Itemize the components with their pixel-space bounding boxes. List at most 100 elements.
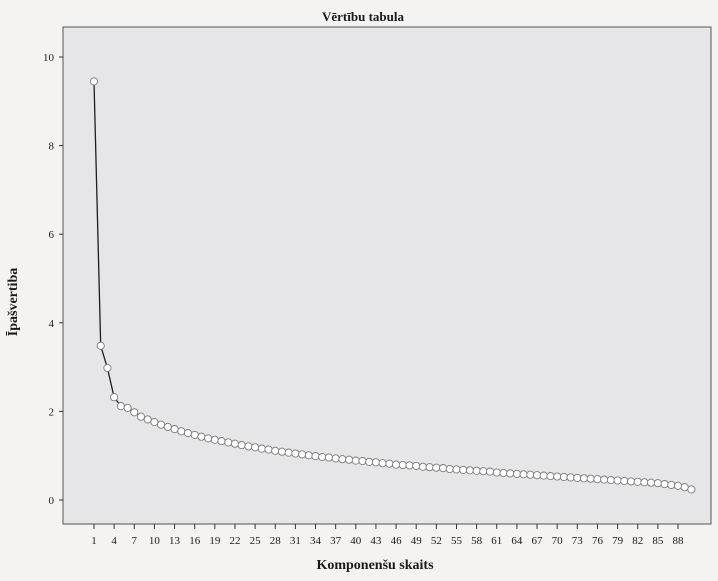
x-tick-label: 31 xyxy=(290,535,301,547)
data-point xyxy=(559,472,568,482)
x-tick-label: 82 xyxy=(632,535,643,547)
x-tick-label: 79 xyxy=(612,535,624,547)
x-tick-label: 40 xyxy=(350,535,362,547)
x-axis-label: Komponenšu skaits xyxy=(316,558,434,573)
y-axis-label: Īpašvertiba xyxy=(5,268,21,336)
x-tick-label: 25 xyxy=(250,535,262,547)
data-point xyxy=(586,474,595,483)
data-point xyxy=(338,455,347,464)
x-tick-label: 58 xyxy=(471,535,483,547)
data-point xyxy=(506,469,515,478)
x-tick-label: 43 xyxy=(370,535,382,547)
data-point xyxy=(546,472,555,481)
data-point xyxy=(371,458,380,467)
data-point xyxy=(687,485,696,494)
y-axis: 0 2 4 6 8 10 xyxy=(43,52,63,507)
data-point xyxy=(116,402,125,411)
data-point xyxy=(365,457,374,466)
data-point xyxy=(230,439,240,448)
x-tick-label: 88 xyxy=(673,535,685,547)
data-point xyxy=(660,480,669,489)
data-point xyxy=(277,447,287,456)
data-point xyxy=(143,415,152,424)
data-point xyxy=(136,412,146,421)
x-tick-label: 46 xyxy=(391,535,403,547)
x-axis: 1 4 7 10 13 16 19 22 25 28 31 34 37 40 43 46 49 52 55 58 61 6… xyxy=(91,524,684,547)
data-point xyxy=(123,403,132,412)
data-point xyxy=(163,422,172,431)
data-point xyxy=(640,478,649,487)
x-tick-label: 1 xyxy=(91,535,97,547)
data-point xyxy=(532,471,542,480)
y-tick-label: 2 xyxy=(49,406,55,418)
data-point xyxy=(680,483,689,492)
data-point xyxy=(485,467,495,476)
data-point xyxy=(613,476,622,485)
data-point xyxy=(331,454,340,463)
data-point xyxy=(633,477,642,486)
data-point xyxy=(653,479,662,488)
data-point xyxy=(351,456,360,465)
data-point xyxy=(284,448,293,457)
data-point xyxy=(459,465,468,474)
data-point xyxy=(432,463,441,472)
x-tick-label: 61 xyxy=(491,535,502,547)
x-tick-label: 7 xyxy=(132,535,138,547)
x-tick-label: 13 xyxy=(169,535,181,547)
data-point xyxy=(526,470,535,479)
data-point xyxy=(553,472,562,481)
data-point xyxy=(204,434,213,443)
data-point xyxy=(311,452,320,461)
x-tick-label: 28 xyxy=(270,535,282,547)
data-point xyxy=(539,471,548,480)
data-point xyxy=(465,466,474,475)
data-point xyxy=(418,462,427,471)
data-point xyxy=(472,466,481,475)
data-point xyxy=(217,437,226,446)
data-point xyxy=(170,425,179,434)
data-point xyxy=(573,473,582,482)
data-point xyxy=(405,461,414,470)
x-tick-label: 70 xyxy=(552,535,564,547)
data-point xyxy=(304,451,313,460)
data-point xyxy=(452,465,461,474)
x-tick-label: 22 xyxy=(229,535,240,547)
x-tick-label: 55 xyxy=(451,535,463,547)
data-point xyxy=(579,474,589,483)
data-point xyxy=(499,468,508,478)
data-point xyxy=(298,450,307,459)
data-point xyxy=(647,478,656,487)
data-point xyxy=(667,480,676,489)
data-point xyxy=(512,469,521,478)
data-point xyxy=(271,446,280,455)
data-point xyxy=(398,460,407,470)
x-tick-label: 52 xyxy=(431,535,442,547)
data-point xyxy=(210,435,219,444)
data-point xyxy=(96,341,105,350)
data-point xyxy=(103,363,112,373)
x-tick-label: 67 xyxy=(532,535,544,547)
data-point xyxy=(157,420,166,429)
x-tick-label: 85 xyxy=(652,535,664,547)
x-tick-label: 76 xyxy=(592,535,604,547)
data-point xyxy=(392,460,401,469)
data-point xyxy=(673,481,683,490)
data-point xyxy=(264,445,273,454)
data-point xyxy=(620,476,629,486)
y-tick-label: 6 xyxy=(49,229,55,241)
y-tick-label: 4 xyxy=(49,318,55,330)
x-tick-label: 16 xyxy=(189,535,201,547)
data-point xyxy=(593,475,602,484)
data-point xyxy=(89,77,99,86)
x-tick-label: 73 xyxy=(572,535,584,547)
data-point xyxy=(183,429,193,438)
chart-title: Vērtību tabula xyxy=(322,9,404,24)
x-tick-label: 10 xyxy=(149,535,161,547)
data-point xyxy=(190,430,199,439)
series-layer xyxy=(89,77,696,494)
data-point xyxy=(378,459,387,468)
data-point xyxy=(412,461,421,470)
data-point xyxy=(425,463,434,472)
